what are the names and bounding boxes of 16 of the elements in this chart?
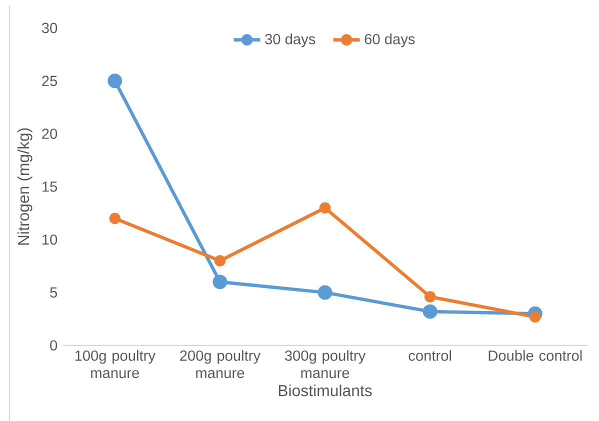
legend-label: 30 days [265, 34, 316, 48]
x-tick-label: 300g poultry manure [284, 350, 366, 378]
y-tick-label: 15 [42, 182, 58, 192]
x-tick-label: control [408, 350, 452, 361]
y-tick-label: 5 [50, 287, 58, 298]
y-axis-title: Nitrogen (mg/kg) [17, 128, 32, 245]
x-tick-label: Double control [488, 350, 582, 361]
x-tick-label: 100g poultry manure [75, 350, 156, 378]
y-tick-label: 25 [42, 76, 58, 86]
y-tick-label: 30 [42, 22, 58, 34]
x-tick-label: 200g poultry manure [180, 350, 261, 378]
y-tick-label: 0 [50, 340, 58, 351]
x-axis-title: Biostimulants [278, 384, 372, 396]
legend-label: 60 days [364, 34, 415, 48]
y-tick-label: 10 [42, 234, 58, 245]
y-tick-label: 20 [42, 128, 58, 139]
